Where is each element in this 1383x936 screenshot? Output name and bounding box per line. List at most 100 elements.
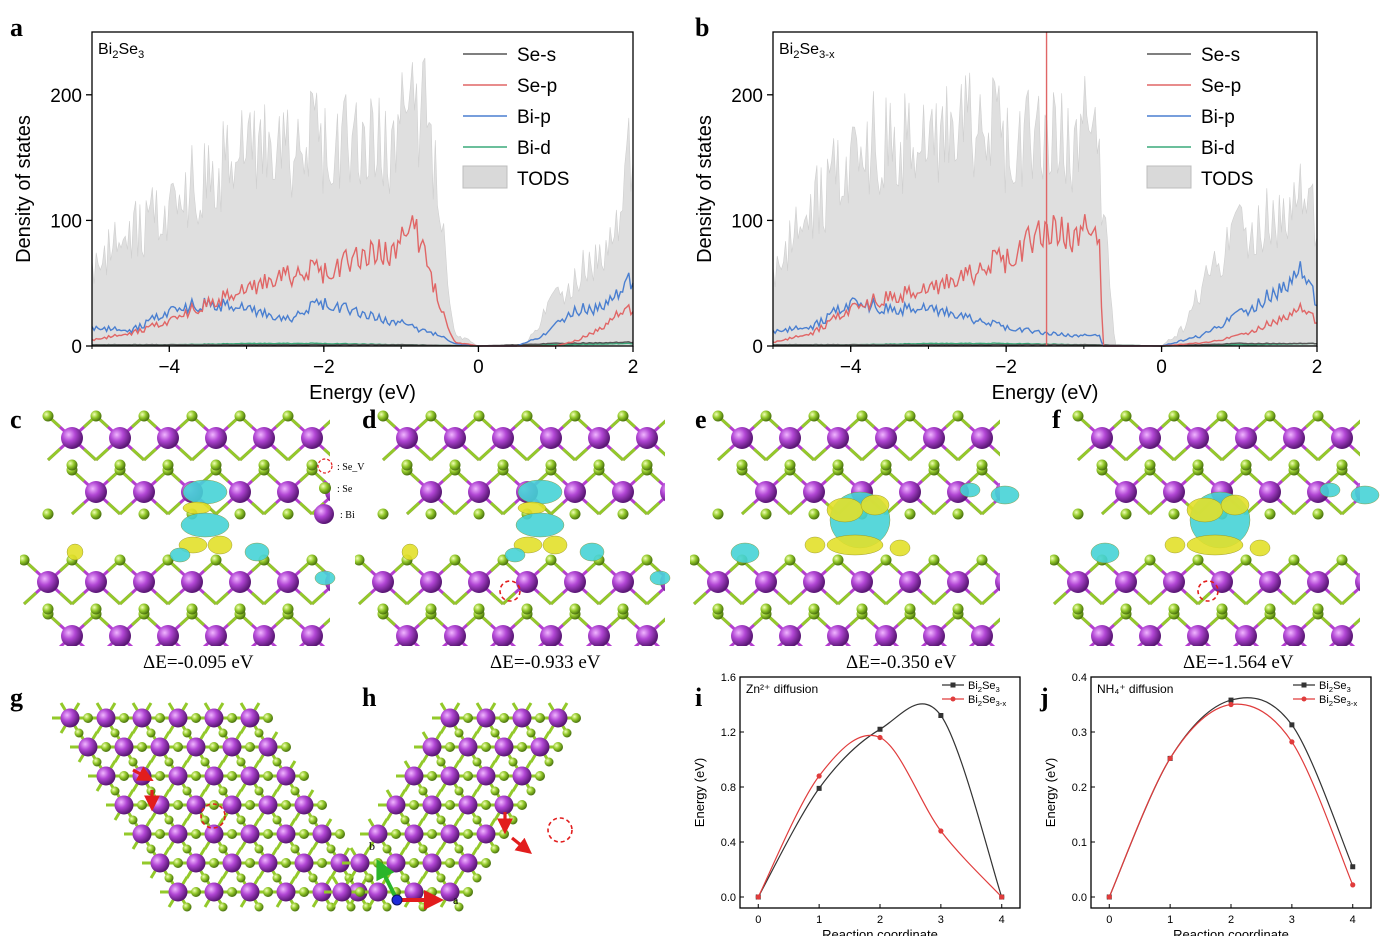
se-atom	[856, 410, 868, 422]
y-tick-label: 200	[731, 86, 763, 107]
se-atom	[617, 410, 629, 422]
bi-atom	[1307, 571, 1329, 593]
se-atom	[1144, 459, 1156, 471]
se-atom	[463, 713, 473, 723]
bond	[1006, 614, 1030, 636]
bond	[671, 492, 695, 514]
se-atom	[331, 604, 342, 615]
se-atom	[245, 800, 255, 810]
bi-atom	[612, 481, 634, 503]
y-tick-label: 0.8	[721, 782, 736, 794]
bond	[1292, 501, 1308, 516]
bi-atom	[540, 427, 562, 449]
data-point	[1106, 894, 1112, 900]
se-atom	[535, 713, 545, 723]
se-atom	[1312, 410, 1324, 422]
charge-accumulation-lobe	[66, 543, 84, 561]
bi-atom	[420, 481, 442, 503]
se-atom	[545, 554, 557, 566]
x-tick-label: −4	[840, 357, 862, 378]
se-atom	[1240, 554, 1252, 566]
bond	[276, 645, 278, 646]
se-atom	[299, 887, 309, 897]
data-point	[877, 726, 883, 732]
top-view-h	[324, 702, 581, 912]
se-atom	[593, 459, 605, 471]
panel-label-c: c	[10, 405, 22, 434]
se-atom	[1216, 603, 1228, 615]
se-atom	[976, 554, 988, 566]
bond	[372, 647, 384, 658]
bond	[1256, 447, 1272, 462]
se-atom	[712, 603, 724, 615]
bond	[776, 645, 778, 646]
se-atom	[355, 887, 365, 897]
bond	[513, 447, 529, 462]
se-atom	[1072, 410, 1084, 422]
bi-atom	[222, 737, 242, 757]
se-atom	[308, 815, 318, 825]
se-atom	[571, 713, 581, 723]
bi-atom	[1091, 625, 1113, 646]
bond	[393, 591, 409, 606]
bond	[58, 645, 60, 646]
legend-label: Bi2Se3-x	[1319, 694, 1357, 708]
bi-atom	[530, 737, 550, 757]
bi-atom	[468, 481, 490, 503]
bond	[441, 645, 443, 646]
bond	[633, 645, 635, 646]
se-atom	[114, 554, 126, 566]
energy-caption-c: ΔE=-0.095 eV	[143, 652, 254, 673]
bond	[645, 591, 661, 606]
se-atom	[1049, 604, 1060, 615]
diffusion-arrow	[511, 836, 532, 854]
bond	[776, 501, 792, 516]
bond	[1124, 447, 1140, 462]
bond	[800, 447, 816, 462]
se-atom	[1264, 603, 1276, 615]
bond	[1076, 447, 1092, 462]
legend-label: Bi2Se3	[1319, 680, 1351, 694]
se-atom	[355, 554, 365, 566]
legend-label-bi-p: Bi-p	[517, 107, 551, 128]
charge-accumulation-lobe	[207, 535, 233, 555]
se-atom	[526, 728, 536, 738]
plot-frame	[91, 31, 634, 347]
bond	[70, 501, 86, 516]
bond	[671, 636, 695, 658]
se-atom	[210, 554, 222, 566]
bi-atom	[61, 625, 83, 646]
bi-atom	[803, 481, 825, 503]
panel-label-h: h	[362, 683, 377, 712]
bi-atom	[253, 625, 275, 646]
bond	[118, 501, 134, 516]
structure-e	[690, 410, 1060, 664]
chart-title: NH₄⁺ diffusion	[1097, 682, 1173, 696]
se-atom	[490, 728, 500, 738]
x-tick-label: 1	[816, 914, 822, 926]
bi-atom	[1115, 481, 1137, 503]
se-atom	[164, 873, 174, 883]
bond	[336, 582, 360, 604]
se-atom	[736, 459, 748, 471]
axis-b-label: b	[369, 839, 375, 853]
bond	[1136, 501, 1152, 516]
bi-atom	[1355, 572, 1360, 592]
bond	[130, 447, 146, 462]
bi-atom	[1139, 427, 1161, 449]
legend-bi-label: : Bi	[340, 510, 355, 521]
bi-atom	[1187, 427, 1209, 449]
se-atom	[463, 771, 473, 781]
y-tick-label: 0	[71, 337, 82, 358]
bond	[728, 645, 730, 646]
bi-atom	[114, 795, 134, 815]
se-atom	[785, 653, 796, 664]
se-atom	[952, 603, 964, 615]
bi-atom	[1187, 625, 1209, 646]
se-atom	[90, 603, 102, 615]
se-atom	[952, 508, 964, 520]
bi-atom	[1115, 571, 1137, 593]
bond	[802, 645, 804, 646]
se-atom	[42, 603, 54, 615]
bond	[1088, 645, 1090, 646]
